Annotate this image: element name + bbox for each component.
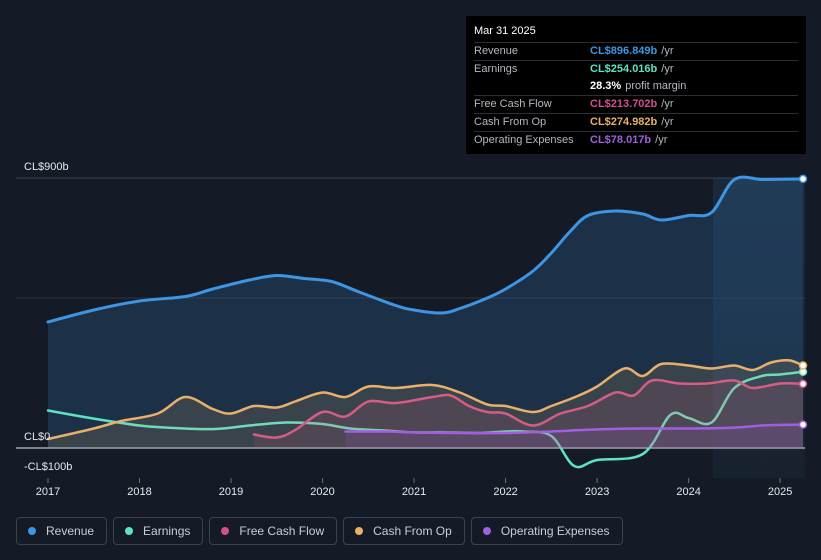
legend-dot-icon — [482, 527, 491, 535]
free-cash-flow-line — [252, 378, 805, 439]
y-axis-label-max: CL$900b — [24, 161, 69, 173]
legend: Revenue Earnings Free Cash Flow Cash From O… — [16, 517, 623, 545]
y-axis-label-min: -CL$100b — [24, 461, 72, 473]
legend-item-free-cash-flow[interactable]: Free Cash Flow — [209, 517, 338, 545]
legend-item-label: Cash From Op — [373, 524, 452, 538]
tooltip-row-unit: profit margin — [625, 80, 687, 92]
x-tick-label: 2020 — [310, 486, 334, 498]
x-axis: 2017 2018 2019 2020 2021 2022 2023 2024 2025 — [36, 478, 792, 498]
series-layer — [46, 174, 808, 469]
tooltip-row-value: CL$78.017b — [590, 134, 652, 146]
operating-expenses-end-marker — [798, 420, 808, 429]
legend-dot-icon — [355, 527, 364, 535]
legend-item-label: Revenue — [46, 524, 95, 538]
x-tick-label: 2017 — [36, 486, 60, 498]
tooltip-row-value: 28.3% — [590, 80, 622, 92]
x-tick-label: 2018 — [127, 486, 151, 498]
x-tick-label: 2024 — [676, 486, 700, 498]
tooltip-row: 28.3% profit margin — [474, 78, 798, 95]
x-tick-label: 2019 — [219, 486, 243, 498]
tooltip-row-unit: /yr — [661, 116, 674, 128]
cash-from-op-line — [46, 359, 805, 441]
legend-dot-icon — [221, 527, 230, 535]
x-tick-label: 2025 — [768, 486, 792, 498]
tooltip-row: Operating Expenses CL$78.017b/yr — [474, 131, 798, 149]
tooltip-row-value: CL$274.982b — [590, 116, 658, 128]
tooltip-row-value: CL$896.849b — [590, 45, 658, 57]
tooltip-row-value: CL$213.702b — [590, 98, 658, 110]
x-tick-label: 2022 — [493, 486, 517, 498]
legend-item-label: Free Cash Flow — [239, 524, 325, 538]
tooltip-row-label — [474, 78, 590, 95]
tooltip-row-unit: /yr — [655, 134, 668, 146]
tooltip-row-unit: /yr — [661, 63, 674, 75]
tooltip-row-unit: /yr — [661, 45, 674, 57]
legend-dot-icon — [125, 527, 134, 535]
tooltip-row-unit: /yr — [661, 98, 674, 110]
tooltip-rows: Revenue CL$896.849b/yr Earnings CL$254.016b… — [474, 42, 798, 149]
tooltip-row: Cash From Op CL$274.982b/yr — [474, 113, 798, 131]
operating-expenses-line — [344, 423, 805, 435]
legend-item-revenue[interactable]: Revenue — [16, 517, 108, 545]
revenue-line — [46, 175, 805, 324]
legend-item-label: Operating Expenses — [500, 524, 610, 538]
tooltip-panel: Mar 31 2025 Revenue CL$896.849b/yr Earning… — [466, 16, 806, 154]
tooltip-row-value: CL$254.016b — [590, 63, 658, 75]
operating-expenses-area — [345, 424, 803, 448]
tooltip-row: Revenue CL$896.849b/yr — [474, 42, 798, 60]
tooltip-row-label: Cash From Op — [474, 116, 547, 128]
tooltip-date: Mar 31 2025 — [474, 25, 536, 37]
x-tick-label: 2021 — [402, 486, 426, 498]
y-axis-label-zero: CL$0 — [24, 431, 50, 443]
cash-from-op-end-marker — [798, 361, 808, 370]
cash-from-op-area — [48, 360, 803, 448]
legend-item-earnings[interactable]: Earnings — [113, 517, 204, 545]
revenue-end-marker — [798, 174, 808, 184]
tooltip-row-label: Revenue — [474, 45, 519, 57]
legend-item-label: Earnings — [143, 524, 191, 538]
x-tick-label: 2023 — [585, 486, 609, 498]
tooltip-row: Free Cash Flow CL$213.702b/yr — [474, 95, 798, 113]
legend-item-operating-expenses[interactable]: Operating Expenses — [470, 517, 623, 545]
tooltip-row: Earnings CL$254.016b/yr — [474, 60, 798, 78]
free-cash-flow-end-marker — [798, 379, 808, 389]
tooltip-row-label: Operating Expenses — [474, 134, 574, 146]
legend-dot-icon — [28, 527, 36, 535]
tooltip-row-label: Earnings — [474, 63, 518, 75]
tooltip-row-label: Free Cash Flow — [474, 98, 552, 110]
legend-item-cash-from-op[interactable]: Cash From Op — [343, 517, 465, 545]
